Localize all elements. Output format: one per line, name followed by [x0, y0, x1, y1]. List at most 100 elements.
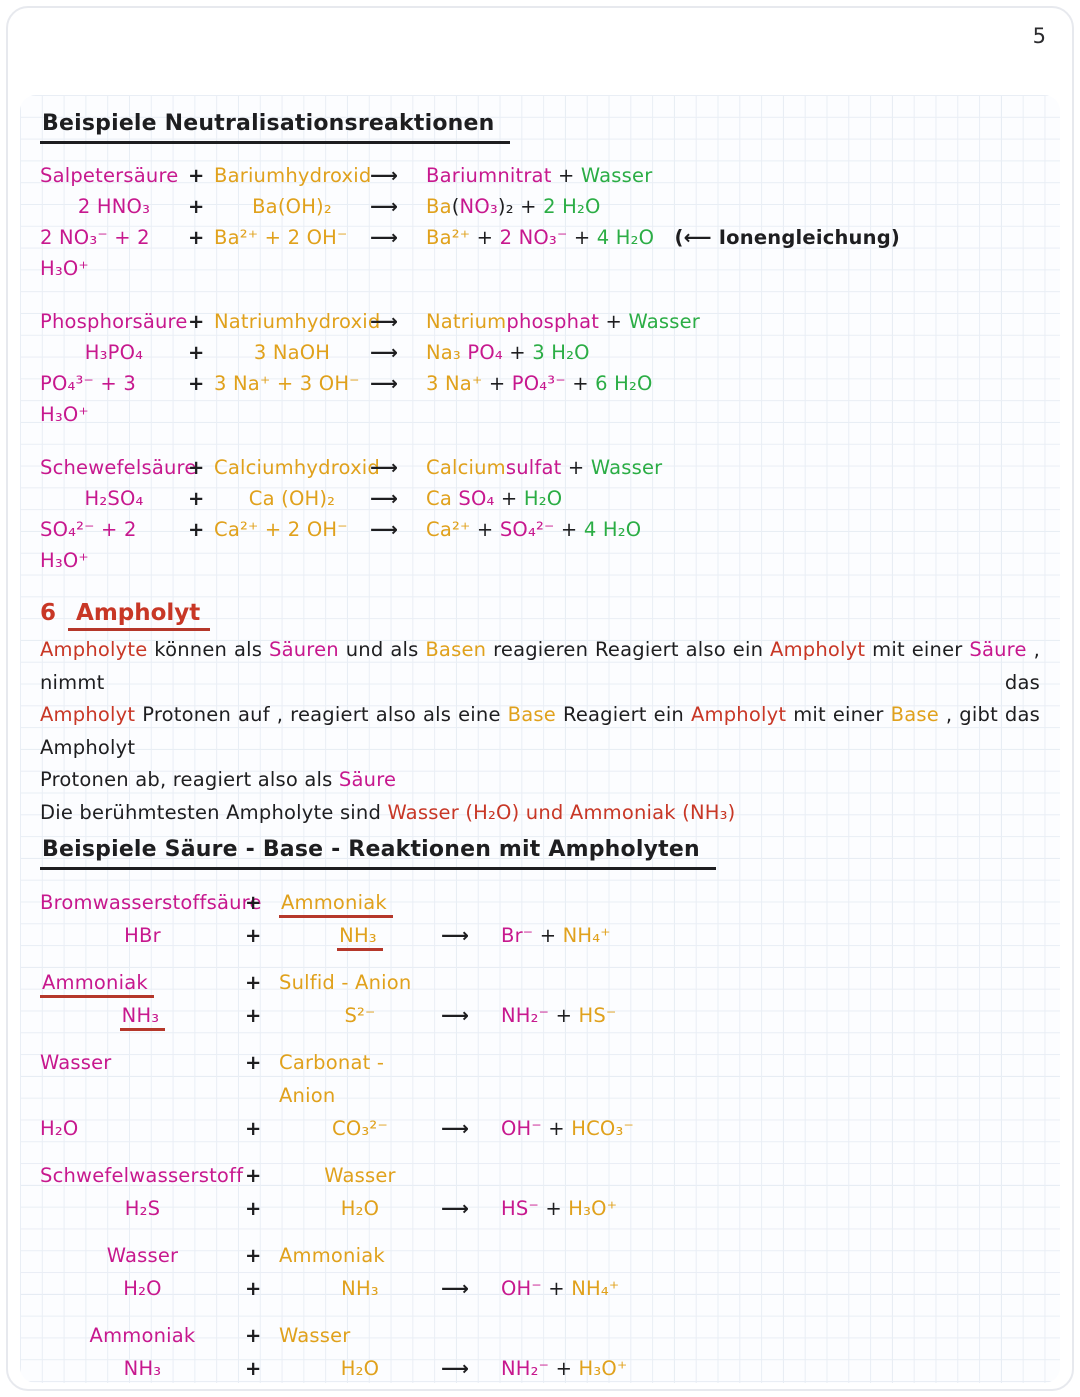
reaction-arrow-icon: ⟶: [441, 1277, 470, 1300]
text-segment: HS⁻: [501, 1197, 539, 1220]
example-pair: Wasser + Carbonat - Anion: [40, 1046, 1040, 1145]
text-segment: NO₃: [459, 195, 498, 218]
text-segment: H₂O: [40, 1117, 79, 1140]
text-segment: sulfat: [505, 456, 562, 479]
text-segment: Wasser: [580, 164, 653, 187]
text-segment: Ba²⁺ + 2 OH⁻: [214, 226, 348, 249]
text-segment: +: [541, 1117, 572, 1140]
reaction-row: Salpetersäure + Bariumhydroxid ⟶ Bariumn…: [40, 160, 1040, 191]
reactant-base: CO₃²⁻: [279, 1112, 441, 1145]
text-segment: Wasser: [628, 310, 701, 333]
plus-sign: +: [188, 164, 205, 187]
text-segment: +: [549, 1357, 579, 1380]
reactant-acid: Phosphorsäure: [40, 306, 188, 337]
text-segment: Phosphorsäure: [40, 310, 188, 333]
reactant-base: 3 Na⁺ + 3 OH⁻: [214, 368, 370, 399]
text-segment: HBr: [124, 924, 161, 947]
text-segment: +: [502, 341, 533, 364]
grid-paper: Beispiele Neutralisationsreaktionen Salp…: [20, 95, 1060, 1383]
text-segment: Wasser: [590, 456, 663, 479]
text-segment: OH⁻: [501, 1117, 542, 1140]
reactant-acid: H₂SO₄: [40, 483, 188, 514]
text-segment: Protonen auf , reagiert also als eine: [135, 703, 508, 726]
text-segment: Wasser: [106, 1244, 179, 1267]
text-segment: Base: [890, 703, 939, 726]
text-segment: Br⁻: [501, 924, 534, 947]
plus-sign: +: [245, 891, 262, 914]
text-segment: +: [565, 372, 596, 395]
text-segment: PO₄³⁻: [511, 372, 566, 395]
reactant-acid: Wasser: [40, 1239, 245, 1272]
reactant-base: Natriumhydroxid: [214, 306, 380, 337]
paragraph-line: Protonen ab, reagiert also als Säure: [40, 764, 1040, 797]
text-segment: +: [541, 1277, 572, 1300]
text-segment: Ammoniak: [279, 1244, 385, 1267]
reactant-base: NH₃: [279, 919, 441, 952]
products: NH₂⁻ + H₃O⁺: [501, 1352, 627, 1383]
reactant-base: Ba²⁺ + 2 OH⁻: [214, 222, 370, 253]
reaction-row: 2 NO₃⁻ + 2 H₃O⁺ + Ba²⁺ + 2 OH⁻ ⟶ Ba²⁺ + …: [40, 222, 1040, 284]
text-segment: 6 H₂O: [595, 372, 653, 395]
products: Ba(NO₃)₂ + 2 H₂O: [426, 191, 601, 222]
products: HS⁻ + H₃O⁺: [501, 1192, 617, 1225]
reaction-row: HBr + NH₃ ⟶ Br⁻ + NH₄⁺: [40, 919, 1040, 952]
examples-title-wrap: Beispiele Säure - Base - Reaktionen mit …: [40, 837, 1040, 886]
reaction-arrow-icon: ⟶: [441, 1004, 470, 1027]
text-segment: Calcium: [426, 456, 506, 479]
text-segment: +: [554, 518, 584, 541]
text-segment: NH₃: [119, 1004, 166, 1031]
pair-rows: Ammoniak + Wasser: [40, 1319, 1040, 1383]
pair-rows: Wasser + Ammoniak: [40, 1239, 1040, 1305]
text-segment: HS⁻: [578, 1004, 617, 1027]
text-segment: 4 H₂O: [583, 518, 642, 541]
products: Ca SO₄ + H₂O: [426, 483, 562, 514]
pair-rows: Ammoniak + Sulfid - Anion: [40, 966, 1040, 1032]
text-segment: Säuren: [269, 638, 339, 661]
ampholyt-heading-word: Ampholyt: [68, 600, 211, 631]
text-segment: H₂O: [123, 1277, 162, 1300]
text-segment: +: [494, 487, 524, 510]
text-segment: Calciumhydroxid: [214, 456, 381, 479]
reactant-base: Ca²⁺ + 2 OH⁻: [214, 514, 370, 545]
reactant-acid: NH₃: [40, 999, 245, 1032]
text-segment: , gibt das Ampholyt: [40, 703, 1047, 759]
text-segment: H₂O: [340, 1197, 380, 1220]
text-segment: und als: [338, 638, 426, 661]
ion-equation-note: (⟵ Ionengleichung): [674, 226, 900, 249]
text-segment: Ba: [426, 195, 452, 218]
paragraph-line: Ampholyt Protonen auf , reagiert also al…: [40, 699, 1040, 764]
reaction-arrow-icon: ⟶: [441, 924, 470, 947]
reaction-block: Phosphorsäure + Natriumhydroxid ⟶ Natriu…: [40, 306, 1040, 430]
text-segment: Natriumhydroxid: [214, 310, 381, 333]
reaction-arrow-icon: ⟶: [370, 518, 399, 541]
plus-sign: +: [188, 487, 205, 510]
plus-sign: +: [188, 518, 205, 541]
reactant-base: Wasser: [279, 1159, 441, 1192]
reaction-block: Schewefelsäure + Calciumhydroxid ⟶ Calci…: [40, 452, 1040, 576]
text-segment: Wasser: [279, 1324, 351, 1347]
plus-sign: +: [245, 1357, 262, 1380]
example-pair: Schwefelwasserstoff + Wasser: [40, 1159, 1040, 1225]
text-segment: Base: [507, 703, 556, 726]
reactant-acid: H₂O: [40, 1112, 245, 1145]
ampholyt-paragraph: Ampholyte können als Säuren und als Base…: [40, 634, 1040, 829]
reactant-acid: Bromwasserstoffsäure: [40, 886, 261, 919]
plus-sign: +: [245, 1197, 262, 1220]
text-segment: H₂O: [523, 487, 563, 510]
plus-sign: +: [188, 226, 205, 249]
plus-sign: +: [188, 195, 205, 218]
example-pair: Ammoniak + Wasser: [40, 1319, 1040, 1383]
text-segment: Schwefelwasserstoff: [40, 1164, 244, 1187]
reactant-acid: 2 NO₃⁻ + 2 H₃O⁺: [40, 222, 188, 284]
plus-sign: +: [245, 971, 262, 994]
reactant-acid: H₂S: [40, 1192, 245, 1225]
text-segment: 2 NO₃⁻: [499, 226, 568, 249]
text-segment: Ampholyte: [40, 638, 148, 661]
example-pairs: Bromwasserstoffsäure + Ammoniak: [40, 886, 1040, 1383]
reaction-row: H₂O + CO₃²⁻ ⟶ OH⁻ + HCO₃⁻: [40, 1112, 1040, 1145]
text-segment: (: [451, 195, 460, 218]
products: Na₃ PO₄ + 3 H₂O: [426, 337, 590, 368]
products: NH₂⁻ + HS⁻: [501, 999, 616, 1032]
reaction-rows: Phosphorsäure + Natriumhydroxid ⟶ Natriu…: [40, 306, 1040, 430]
reaction-row: H₃PO₄ + 3 NaOH ⟶ Na₃ PO₄ + 3 H₂O: [40, 337, 1040, 368]
